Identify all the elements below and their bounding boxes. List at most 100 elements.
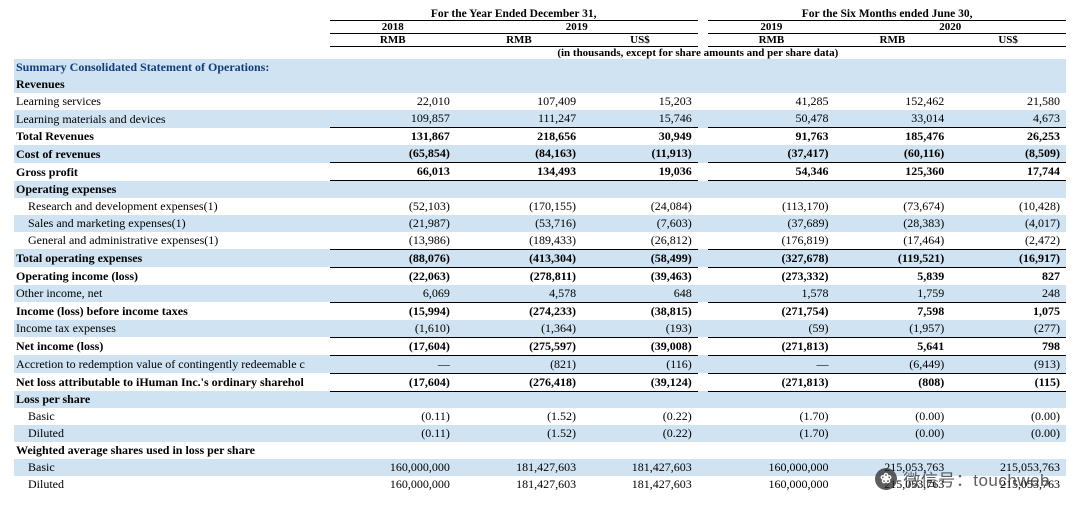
cell: 5,839 [835, 267, 951, 285]
cell: (22,063) [330, 267, 456, 285]
row-label: Gross profit [14, 163, 330, 181]
cell: 17,744 [950, 163, 1066, 181]
cell [330, 391, 456, 408]
row-label: Diluted [14, 425, 330, 442]
cell: (913) [950, 355, 1066, 373]
cell: 66,013 [330, 163, 456, 181]
unit-3: RMB [708, 34, 834, 47]
cell [456, 76, 582, 93]
cell: 22,010 [330, 93, 456, 110]
unit-4: RMB [835, 34, 951, 47]
cell [582, 76, 698, 93]
cell: (39,463) [582, 267, 698, 285]
cell: 181,427,603 [456, 459, 582, 476]
cell: (274,233) [456, 302, 582, 320]
cell: (37,689) [708, 215, 834, 232]
cell [330, 442, 456, 459]
unit-5: US$ [950, 34, 1066, 47]
gap [698, 408, 709, 425]
cell [708, 442, 834, 459]
cell: 107,409 [456, 93, 582, 110]
cell [582, 181, 698, 198]
cell [835, 391, 951, 408]
cell: (271,813) [708, 373, 834, 391]
row-label: Learning materials and devices [14, 110, 330, 128]
cell [708, 391, 834, 408]
cell: (60,116) [835, 145, 951, 163]
year-2019b: 2019 [708, 21, 834, 34]
cell: (0.11) [330, 408, 456, 425]
row-label: Other income, net [14, 285, 330, 303]
gap [698, 373, 709, 391]
table-row: Accretion to redemption value of conting… [14, 355, 1066, 373]
cell: (15,994) [330, 302, 456, 320]
header-unit-row: RMB RMB US$ RMB RMB US$ [14, 34, 1066, 47]
cell: 185,476 [835, 128, 951, 146]
cell: 6,069 [330, 285, 456, 303]
cell: 21,580 [950, 93, 1066, 110]
cell [330, 181, 456, 198]
gap [698, 320, 709, 338]
cell: 15,746 [582, 110, 698, 128]
row-label: Sales and marketing expenses(1) [14, 215, 330, 232]
row-label: Revenues [14, 76, 330, 93]
cell: (170,155) [456, 198, 582, 215]
table-row: Operating income (loss)(22,063)(278,811)… [14, 267, 1066, 285]
cell: 181,427,603 [582, 476, 698, 493]
cell: 215,053,763 [835, 459, 951, 476]
cell: (2,472) [950, 232, 1066, 250]
year-2020: 2020 [835, 21, 1066, 34]
row-label: Total Revenues [14, 128, 330, 146]
gap [698, 215, 709, 232]
table-row: Net loss attributable to iHuman Inc.'s o… [14, 373, 1066, 391]
gap [698, 232, 709, 250]
table-row: General and administrative expenses(1) (1… [14, 232, 1066, 250]
cell: (273,332) [708, 267, 834, 285]
row-label: Operating expenses [14, 181, 330, 198]
cell: (0.11) [330, 425, 456, 442]
table-row: Diluted(0.11)(1.52)(0.22)(1.70)(0.00)(0.… [14, 425, 1066, 442]
cell: 4,578 [456, 285, 582, 303]
cell: (88,076) [330, 249, 456, 267]
cell: (1.52) [456, 425, 582, 442]
header-note: (in thousands, except for share amounts … [330, 47, 1066, 60]
cell: 131,867 [330, 128, 456, 146]
gap [698, 249, 709, 267]
header-span-row: For the Year Ended December 31, For the … [14, 8, 1066, 21]
gap [698, 110, 709, 128]
gap [698, 476, 709, 493]
cell [456, 181, 582, 198]
cell: (58,499) [582, 249, 698, 267]
cell: 181,427,603 [582, 459, 698, 476]
cell: (1,957) [835, 320, 951, 338]
table-row: Other income, net6,0694,5786481,5781,759… [14, 285, 1066, 303]
cell: (39,124) [582, 373, 698, 391]
cell [950, 391, 1066, 408]
row-label: General and administrative expenses(1) [14, 232, 330, 250]
cell [950, 181, 1066, 198]
cell: (413,304) [456, 249, 582, 267]
cell: 160,000,000 [708, 476, 834, 493]
cell: (8,509) [950, 145, 1066, 163]
cell: (28,383) [835, 215, 951, 232]
row-label: Research and development expenses(1) [14, 198, 330, 215]
cell: (17,604) [330, 373, 456, 391]
cell: 1,578 [708, 285, 834, 303]
table-row: Gross profit66,013134,49319,03654,346125… [14, 163, 1066, 181]
cell: (52,103) [330, 198, 456, 215]
cell: (821) [456, 355, 582, 373]
cell: 798 [950, 337, 1066, 355]
row-label: Learning services [14, 93, 330, 110]
cell: (17,604) [330, 337, 456, 355]
cell: (26,812) [582, 232, 698, 250]
cell: (21,987) [330, 215, 456, 232]
cell [708, 76, 834, 93]
cell [835, 181, 951, 198]
cell: (189,433) [456, 232, 582, 250]
cell: 26,253 [950, 128, 1066, 146]
cell: 111,247 [456, 110, 582, 128]
gap [698, 442, 709, 459]
gap [698, 128, 709, 146]
cell: (119,521) [835, 249, 951, 267]
table-row: Learning services22,010107,40915,20341,2… [14, 93, 1066, 110]
